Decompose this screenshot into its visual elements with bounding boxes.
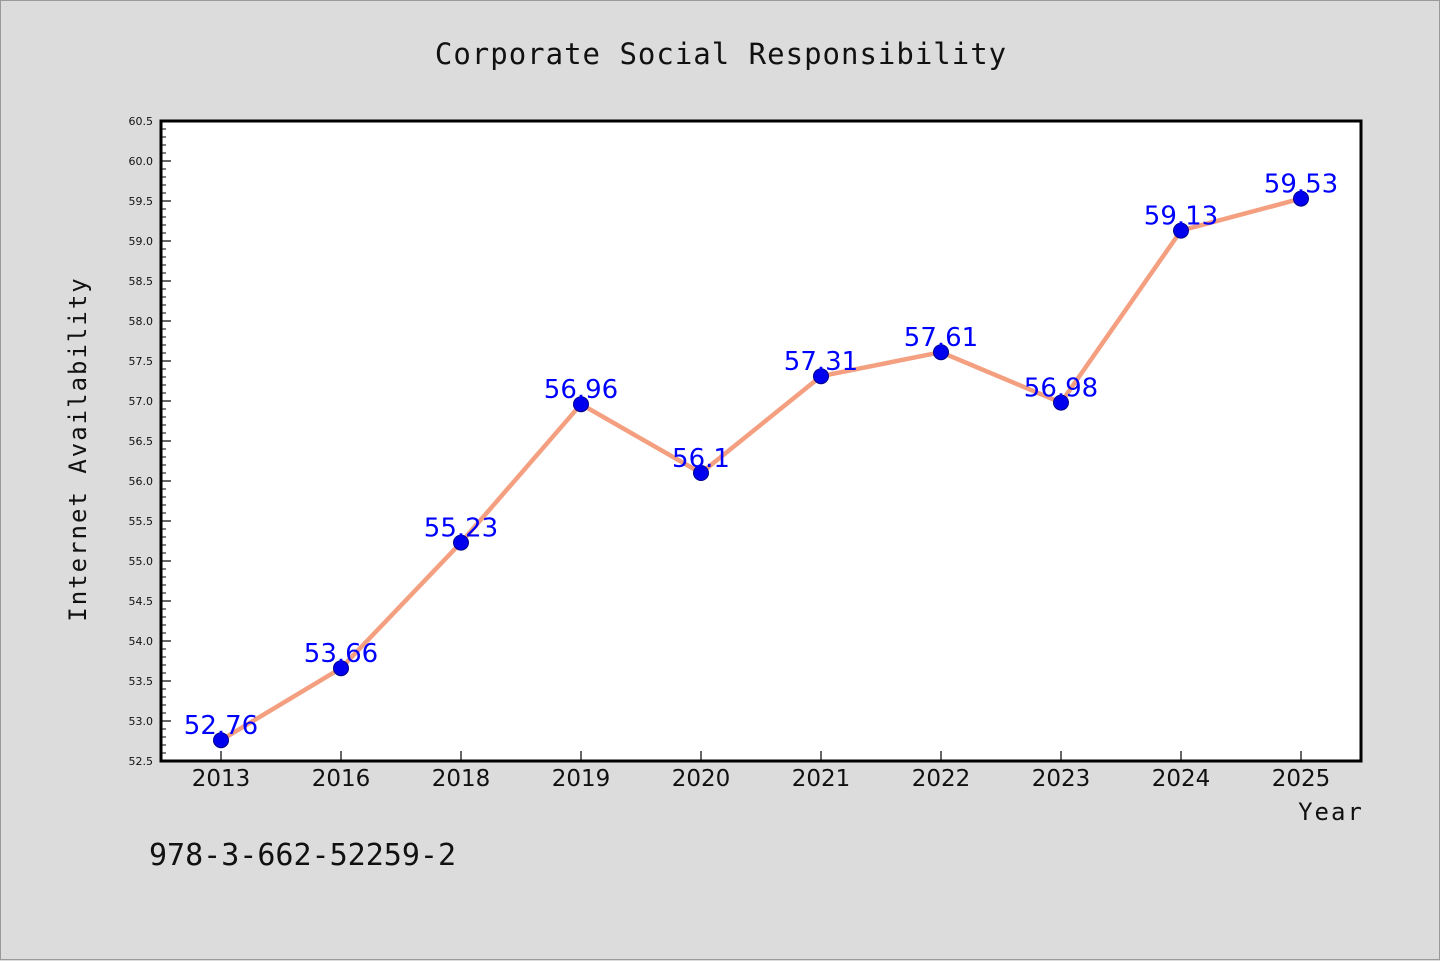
- x-tick-label: 2016: [312, 766, 371, 792]
- y-axis-ticks: 52.5 53.0 53.5 54.0 54.5 55.0 55.5 56.0 56.5 57.0…: [129, 115, 171, 768]
- data-point: [573, 396, 589, 413]
- series-line-group: [218, 196, 1304, 743]
- y-tick-label: 59.0: [129, 235, 154, 248]
- chart-title: Corporate Social Responsibility: [435, 37, 1007, 71]
- y-tick-label: 58.5: [129, 275, 154, 288]
- x-tick-label: 2013: [192, 766, 251, 792]
- y-tick-label: 53.0: [129, 715, 154, 728]
- data-point: [1053, 394, 1069, 411]
- y-tick-label: 60.5: [129, 115, 154, 128]
- data-label: 57.31: [784, 347, 858, 377]
- plot-area: [159, 119, 1363, 763]
- y-tick-label: 53.5: [129, 675, 154, 688]
- x-tick-label: 2020: [672, 766, 731, 792]
- data-labels: 52.76 53.66 55.23 56.96 56.1 57.31 57.61 56.98 5…: [184, 170, 1338, 742]
- data-point: [213, 732, 229, 749]
- x-axis-ticks: 2013 2016 2018 2019 2020 2021 2022 2023 2024 2025: [192, 751, 1331, 792]
- data-point: [933, 344, 949, 361]
- x-tick-label: 2024: [1152, 766, 1211, 792]
- data-point: [333, 660, 349, 677]
- data-label: 53.66: [304, 639, 378, 669]
- y-tick-label: 54.0: [129, 635, 154, 648]
- data-label: 59.13: [1144, 202, 1218, 232]
- series-line: [218, 196, 1304, 743]
- data-label: 56.98: [1024, 374, 1098, 404]
- y-tick-label: 55.5: [129, 515, 154, 528]
- y-axis-title: Internet Availability: [64, 276, 92, 621]
- y-tick-label: 56.5: [129, 435, 154, 448]
- y-tick-label: 58.0: [129, 315, 154, 328]
- y-tick-label: 56.0: [129, 475, 154, 488]
- data-label: 55.23: [424, 514, 498, 544]
- x-tick-label: 2025: [1272, 766, 1331, 792]
- y-tick-label: 57.5: [129, 355, 154, 368]
- data-label: 57.61: [904, 323, 978, 353]
- y-tick-label: 57.0: [129, 395, 154, 408]
- data-point: [453, 534, 469, 551]
- x-tick-label: 2018: [432, 766, 491, 792]
- x-tick-label: 2023: [1032, 766, 1091, 792]
- data-label: 56.96: [544, 375, 618, 405]
- y-tick-label: 52.5: [129, 755, 154, 768]
- data-point: [813, 368, 829, 385]
- data-point: [693, 465, 709, 481]
- data-markers: [213, 190, 1309, 749]
- x-axis-title: Year: [1298, 798, 1364, 826]
- data-point: [1173, 222, 1189, 239]
- footnote: 978-3-662-52259-2: [149, 838, 456, 873]
- y-tick-label: 59.5: [129, 195, 154, 208]
- data-point: [1293, 190, 1309, 207]
- x-tick-label: 2019: [552, 766, 611, 792]
- data-label: 59.53: [1264, 170, 1338, 200]
- y-tick-label: 60.0: [129, 155, 154, 168]
- data-label: 52.76: [184, 711, 258, 741]
- y-tick-label: 55.0: [129, 555, 154, 568]
- x-tick-label: 2021: [792, 766, 851, 792]
- data-label: 56.1: [672, 444, 730, 474]
- y-tick-label: 54.5: [129, 595, 154, 608]
- x-tick-label: 2022: [912, 766, 971, 792]
